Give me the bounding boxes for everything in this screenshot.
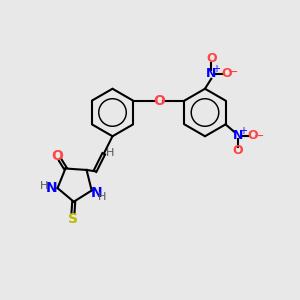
Text: N: N [233, 129, 243, 142]
Text: −: − [227, 66, 238, 79]
Text: N: N [206, 67, 216, 80]
Text: +: + [238, 126, 247, 136]
Text: O: O [221, 67, 232, 80]
Text: S: S [68, 212, 77, 226]
Text: −: − [254, 130, 265, 143]
Text: H: H [106, 148, 114, 158]
Text: O: O [153, 94, 165, 108]
Text: +: + [212, 64, 220, 74]
Text: H: H [98, 193, 106, 202]
Text: N: N [91, 186, 103, 200]
Text: O: O [248, 129, 258, 142]
Text: H: H [40, 181, 49, 191]
Text: O: O [206, 52, 217, 65]
Text: O: O [233, 144, 243, 157]
Text: N: N [46, 181, 57, 195]
Text: O: O [52, 149, 64, 163]
